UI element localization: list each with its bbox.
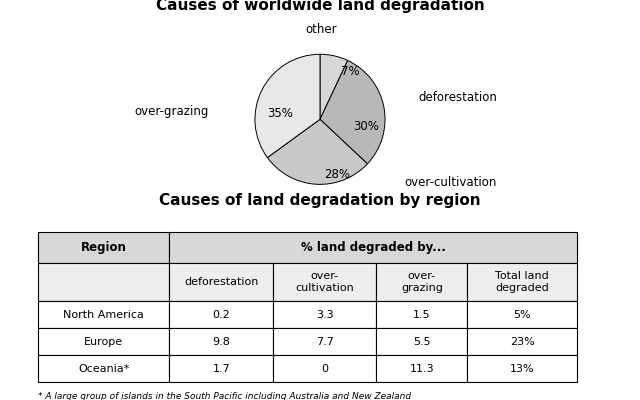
Text: 7.7: 7.7 [316, 337, 333, 347]
Text: 28%: 28% [324, 168, 350, 181]
Text: 35%: 35% [268, 107, 293, 120]
Wedge shape [255, 54, 320, 158]
FancyBboxPatch shape [467, 355, 577, 382]
FancyBboxPatch shape [273, 355, 376, 382]
Text: 13%: 13% [510, 364, 534, 374]
Text: 30%: 30% [353, 120, 379, 134]
FancyBboxPatch shape [467, 302, 577, 328]
FancyBboxPatch shape [273, 328, 376, 355]
Wedge shape [268, 119, 367, 184]
FancyBboxPatch shape [273, 302, 376, 328]
Wedge shape [320, 60, 385, 164]
Text: 0: 0 [321, 364, 328, 374]
Text: other: other [306, 22, 337, 36]
Text: deforestation: deforestation [418, 91, 497, 104]
FancyBboxPatch shape [376, 355, 467, 382]
FancyBboxPatch shape [170, 262, 273, 302]
Text: 1.7: 1.7 [212, 364, 230, 374]
Text: 7%: 7% [341, 65, 360, 78]
Text: * A large group of islands in the South Pacific including Australia and New Zeal: * A large group of islands in the South … [38, 392, 411, 400]
Text: Oceania*: Oceania* [78, 364, 129, 374]
Text: over-
grazing: over- grazing [401, 271, 443, 293]
Text: over-grazing: over-grazing [134, 105, 209, 118]
FancyBboxPatch shape [170, 232, 577, 262]
FancyBboxPatch shape [273, 262, 376, 302]
FancyBboxPatch shape [376, 262, 467, 302]
Text: 9.8: 9.8 [212, 337, 230, 347]
Text: 1.5: 1.5 [413, 310, 431, 320]
FancyBboxPatch shape [467, 262, 577, 302]
FancyBboxPatch shape [170, 302, 273, 328]
Text: Region: Region [81, 241, 127, 254]
Text: deforestation: deforestation [184, 277, 259, 287]
FancyBboxPatch shape [38, 328, 170, 355]
FancyBboxPatch shape [38, 355, 170, 382]
Text: 5.5: 5.5 [413, 337, 431, 347]
FancyBboxPatch shape [467, 328, 577, 355]
Text: over-cultivation: over-cultivation [404, 176, 497, 188]
Text: 11.3: 11.3 [410, 364, 434, 374]
Text: Europe: Europe [84, 337, 123, 347]
FancyBboxPatch shape [38, 232, 170, 262]
Text: 3.3: 3.3 [316, 310, 333, 320]
Text: 5%: 5% [513, 310, 531, 320]
Text: 23%: 23% [510, 337, 534, 347]
Text: Causes of land degradation by region: Causes of land degradation by region [159, 193, 481, 208]
Text: 0.2: 0.2 [212, 310, 230, 320]
Text: Total land
degraded: Total land degraded [495, 271, 549, 293]
Wedge shape [320, 54, 348, 119]
FancyBboxPatch shape [376, 302, 467, 328]
FancyBboxPatch shape [38, 262, 170, 302]
Text: over-
cultivation: over- cultivation [295, 271, 354, 293]
Text: North America: North America [63, 310, 144, 320]
FancyBboxPatch shape [376, 328, 467, 355]
FancyBboxPatch shape [170, 328, 273, 355]
FancyBboxPatch shape [38, 302, 170, 328]
FancyBboxPatch shape [170, 355, 273, 382]
Text: % land degraded by...: % land degraded by... [301, 241, 446, 254]
Title: Causes of worldwide land degradation: Causes of worldwide land degradation [156, 0, 484, 14]
